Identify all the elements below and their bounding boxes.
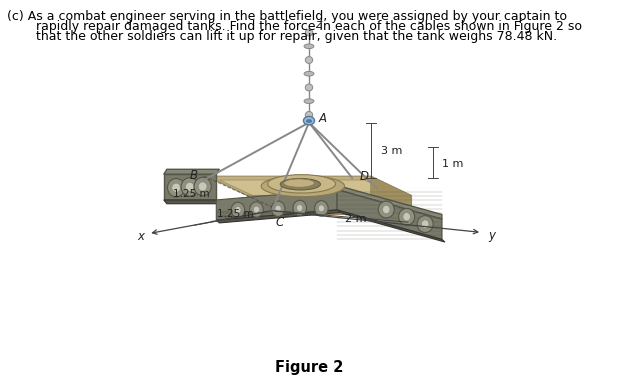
Ellipse shape — [293, 200, 307, 216]
Polygon shape — [164, 200, 219, 204]
Ellipse shape — [172, 183, 180, 192]
Text: D: D — [360, 170, 369, 183]
Text: (c) As a combat engineer serving in the battlefield, you were assigned by your c: (c) As a combat engineer serving in the … — [7, 10, 567, 23]
Text: y: y — [488, 229, 495, 242]
Ellipse shape — [271, 201, 285, 216]
Ellipse shape — [378, 201, 394, 218]
Ellipse shape — [403, 213, 410, 221]
Polygon shape — [219, 180, 402, 197]
Text: z: z — [315, 18, 321, 31]
Ellipse shape — [399, 208, 415, 225]
Ellipse shape — [268, 175, 336, 193]
Ellipse shape — [181, 178, 198, 196]
Polygon shape — [337, 190, 442, 239]
Ellipse shape — [417, 216, 433, 232]
Ellipse shape — [383, 205, 390, 214]
Circle shape — [306, 119, 312, 123]
Text: 3 m: 3 m — [381, 146, 403, 155]
Polygon shape — [164, 174, 216, 200]
Ellipse shape — [235, 206, 241, 213]
Text: C: C — [275, 216, 283, 229]
Text: that the other soldiers can lift it up for repair, given that the tank weighs 78: that the other soldiers can lift it up f… — [36, 30, 557, 43]
Ellipse shape — [305, 57, 313, 64]
Polygon shape — [216, 190, 337, 220]
Polygon shape — [216, 210, 340, 223]
Polygon shape — [247, 195, 411, 214]
Ellipse shape — [303, 116, 315, 125]
Text: Figure 2: Figure 2 — [275, 360, 343, 375]
Ellipse shape — [304, 99, 314, 103]
Text: B: B — [190, 169, 198, 182]
Ellipse shape — [275, 205, 281, 212]
Ellipse shape — [281, 178, 320, 190]
Ellipse shape — [305, 84, 313, 91]
Ellipse shape — [198, 182, 207, 191]
Ellipse shape — [421, 220, 429, 228]
Ellipse shape — [185, 182, 194, 192]
Text: x: x — [137, 230, 145, 243]
Text: 2 m: 2 m — [345, 214, 366, 224]
Ellipse shape — [304, 44, 314, 49]
Text: 1 m: 1 m — [442, 159, 464, 169]
Text: rapidly repair damaged tanks. Find the force in each of the cables shown in Figu: rapidly repair damaged tanks. Find the f… — [36, 20, 582, 33]
Polygon shape — [337, 185, 442, 219]
Polygon shape — [164, 169, 219, 174]
Ellipse shape — [305, 111, 313, 118]
Polygon shape — [207, 176, 411, 195]
Ellipse shape — [167, 178, 185, 197]
Ellipse shape — [304, 71, 314, 76]
Polygon shape — [371, 176, 411, 214]
Ellipse shape — [297, 205, 303, 211]
Ellipse shape — [305, 29, 313, 36]
Text: 1.25 m: 1.25 m — [173, 189, 210, 199]
Text: A: A — [318, 112, 326, 125]
Ellipse shape — [194, 177, 211, 196]
Ellipse shape — [284, 179, 315, 187]
Ellipse shape — [253, 206, 260, 213]
Text: 1.25 m: 1.25 m — [216, 210, 253, 219]
Ellipse shape — [261, 175, 345, 197]
Ellipse shape — [318, 205, 324, 212]
Ellipse shape — [231, 202, 245, 218]
Ellipse shape — [250, 202, 263, 217]
Polygon shape — [337, 210, 445, 242]
Ellipse shape — [315, 201, 328, 216]
